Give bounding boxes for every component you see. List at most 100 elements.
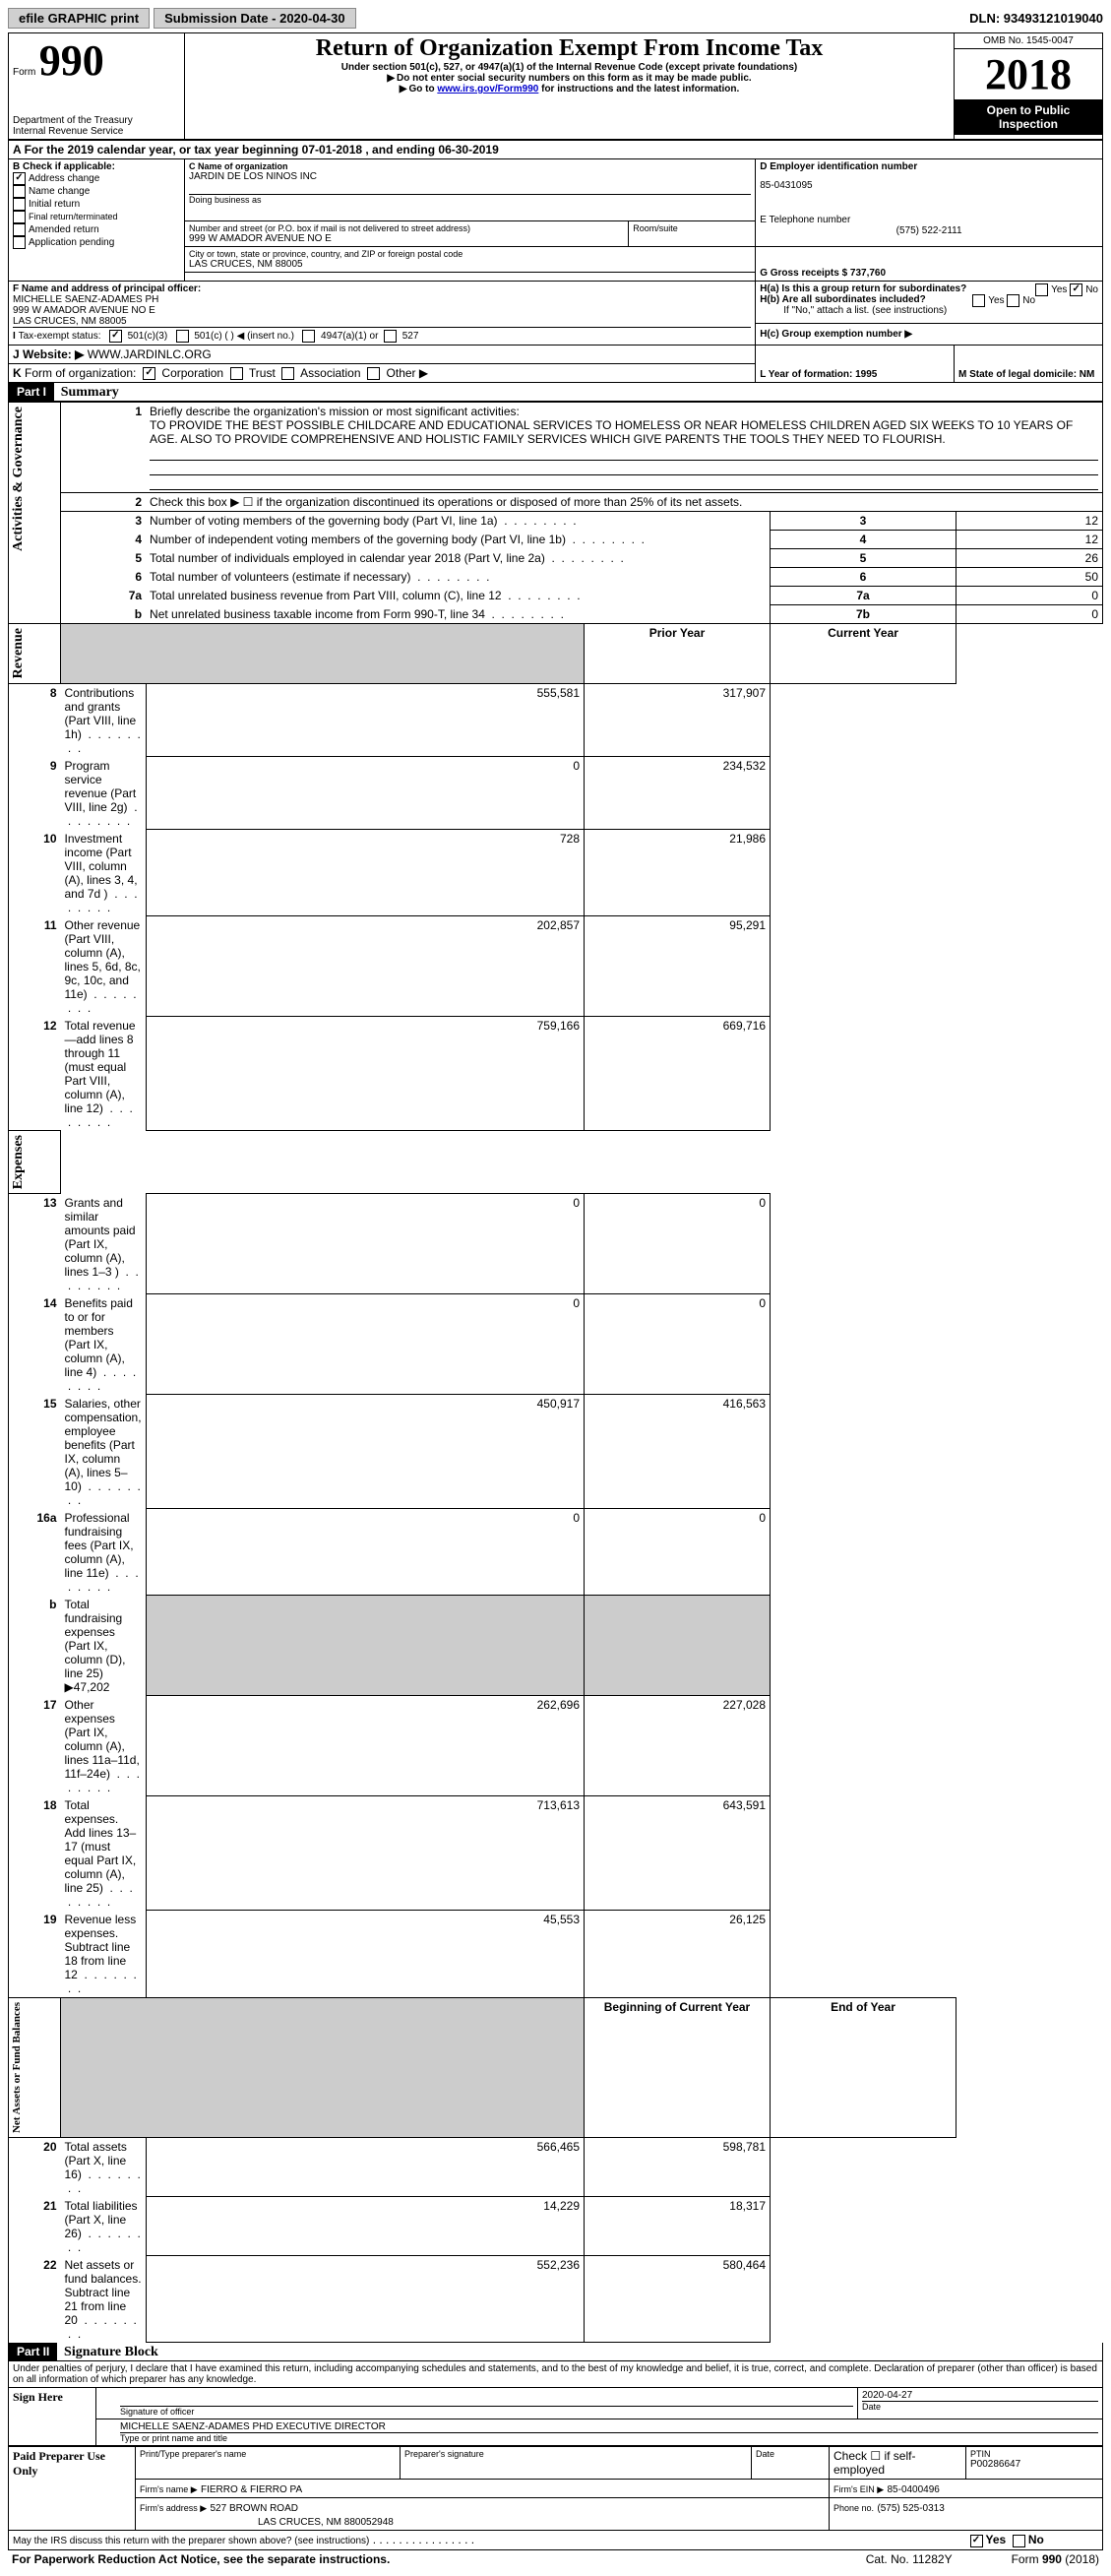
- cat-no: Cat. No. 11282Y: [866, 2552, 953, 2566]
- exp-prior: 0: [146, 1294, 584, 1395]
- check-corp[interactable]: [143, 367, 155, 380]
- side-netassets: Net Assets or Fund Balances: [9, 1998, 25, 2137]
- opt-501c: 501(c) ( ) ◀ (insert no.): [194, 331, 294, 342]
- website-value: WWW.JARDINLC.ORG: [88, 347, 212, 361]
- check-initial-return[interactable]: [13, 198, 26, 211]
- gov-row-label: Total unrelated business revenue from Pa…: [146, 587, 770, 605]
- check-assoc[interactable]: [281, 367, 294, 380]
- omb-number: OMB No. 1545-0047: [955, 33, 1102, 49]
- note-goto-post: for instructions and the latest informat…: [538, 84, 739, 94]
- exp-prior: 713,613: [146, 1796, 584, 1911]
- check-501c[interactable]: [176, 330, 189, 343]
- period-line: A For the 2019 calendar year, or tax yea…: [9, 140, 1103, 159]
- ha-label: H(a) Is this a group return for subordin…: [760, 283, 966, 294]
- gov-row-value: 50: [957, 568, 1103, 587]
- discuss-question: May the IRS discuss this return with the…: [13, 2536, 369, 2546]
- net-begin: 14,229: [146, 2197, 584, 2256]
- rev-prior: 759,166: [146, 1017, 584, 1131]
- discuss-no[interactable]: [1013, 2535, 1025, 2547]
- c-label: C Name of organization: [189, 161, 751, 171]
- net-row-label: Total assets (Part X, line 16) . . . . .…: [61, 2137, 147, 2197]
- check-address-change[interactable]: [13, 172, 26, 185]
- check-4947[interactable]: [302, 330, 315, 343]
- hb-no[interactable]: [1007, 294, 1019, 307]
- q1-label: Briefly describe the organization's miss…: [150, 405, 520, 418]
- exp-current: 0: [585, 1294, 771, 1395]
- hb-yes[interactable]: [972, 294, 985, 307]
- form-number: 990: [39, 36, 104, 85]
- gov-row-box: 4: [771, 531, 957, 549]
- check-amended[interactable]: [13, 223, 26, 236]
- firm-ein-label: Firm's EIN ▶: [833, 2484, 884, 2494]
- section-m: M State of legal domicile: NM: [955, 346, 1103, 383]
- dept-line1: Department of the Treasury: [13, 115, 180, 126]
- section-hc: H(c) Group exemption number ▶: [756, 324, 1103, 346]
- check-other[interactable]: [367, 367, 380, 380]
- sig-officer-label: Signature of officer: [120, 2407, 853, 2417]
- footer-row: For Paperwork Reduction Act Notice, see …: [8, 2550, 1103, 2568]
- exp-current: [585, 1596, 771, 1696]
- exp-current: 26,125: [585, 1911, 771, 1998]
- d-label: D Employer identification number: [760, 161, 1098, 172]
- section-b: B Check if applicable: Address change Na…: [9, 159, 185, 282]
- exp-prior: [146, 1596, 584, 1696]
- city-label: City or town, state or province, country…: [189, 249, 751, 259]
- rev-row-label: Investment income (Part VIII, column (A)…: [61, 830, 147, 916]
- year-cell: OMB No. 1545-0047 2018 Open to Public In…: [955, 33, 1103, 141]
- check-app-pending[interactable]: [13, 236, 26, 249]
- net-end: 580,464: [585, 2256, 771, 2343]
- paid-preparer-label: Paid Preparer Use Only: [9, 2447, 136, 2531]
- exp-prior: 450,917: [146, 1395, 584, 1509]
- efile-button[interactable]: efile GRAPHIC print: [8, 8, 150, 29]
- instructions-link[interactable]: www.irs.gov/Form990: [437, 84, 538, 94]
- ptin-value: P00286647: [970, 2459, 1098, 2470]
- k-label: Form of organization:: [25, 366, 136, 380]
- gov-row-box: 5: [771, 549, 957, 568]
- gov-row-label: Number of voting members of the governin…: [146, 512, 770, 531]
- check-final-return[interactable]: [13, 211, 26, 223]
- phone-value: (575) 522-2111: [760, 225, 1098, 236]
- check-501c3[interactable]: [109, 330, 122, 343]
- check-527[interactable]: [384, 330, 397, 343]
- prep-date-label: Date: [756, 2449, 825, 2459]
- submission-date-button[interactable]: Submission Date - 2020-04-30: [154, 8, 356, 29]
- net-row-label: Total liabilities (Part X, line 26) . . …: [61, 2197, 147, 2256]
- form-prefix: Form: [13, 67, 35, 78]
- opt-501c3: 501(c)(3): [128, 331, 168, 342]
- hb-note: If "No," attach a list. (see instruction…: [760, 305, 1098, 316]
- rev-current: 669,716: [585, 1017, 771, 1131]
- ha-yes[interactable]: [1035, 283, 1048, 296]
- officer-addr1: 999 W AMADOR AVENUE NO E: [13, 305, 751, 316]
- self-employed-check: Check ☐ if self-employed: [830, 2447, 966, 2480]
- opt-corp: Corporation: [161, 366, 223, 380]
- opt-4947: 4947(a)(1) or: [321, 331, 378, 342]
- rev-row-label: Other revenue (Part VIII, column (A), li…: [61, 916, 147, 1017]
- room-label: Room/suite: [633, 223, 751, 233]
- opt-name-change: Name change: [29, 186, 90, 197]
- form-footer: Form 990 (2018): [1012, 2552, 1099, 2566]
- end-year-header: End of Year: [771, 1997, 957, 2137]
- section-k: K Form of organization: Corporation Trus…: [9, 364, 756, 383]
- city-value: LAS CRUCES, NM 88005: [189, 259, 751, 270]
- part2-header-row: Part II Signature Block: [8, 2343, 1103, 2361]
- exp-current: 227,028: [585, 1696, 771, 1796]
- q1-text: TO PROVIDE THE BEST POSSIBLE CHILDCARE A…: [150, 418, 1073, 446]
- check-trust[interactable]: [230, 367, 243, 380]
- net-begin: 566,465: [146, 2137, 584, 2197]
- rev-row-label: Contributions and grants (Part VIII, lin…: [61, 683, 147, 757]
- paperwork-notice: For Paperwork Reduction Act Notice, see …: [12, 2552, 390, 2566]
- gov-row-box: 3: [771, 512, 957, 531]
- addr-value: 999 W AMADOR AVENUE NO E: [189, 233, 624, 244]
- exp-prior: 45,553: [146, 1911, 584, 1998]
- section-addr: Number and street (or P.O. box if mail i…: [185, 221, 629, 247]
- exp-prior: 0: [146, 1509, 584, 1596]
- exp-prior: 0: [146, 1194, 584, 1294]
- rev-prior: 0: [146, 757, 584, 830]
- signature-table: Sign Here Signature of officer 2020-04-2…: [8, 2387, 1103, 2446]
- firm-name-label: Firm's name ▶: [140, 2484, 198, 2494]
- discuss-yes[interactable]: [970, 2535, 983, 2547]
- rev-prior: 728: [146, 830, 584, 916]
- check-name-change[interactable]: [13, 185, 26, 198]
- net-begin: 552,236: [146, 2256, 584, 2343]
- ha-no[interactable]: [1070, 283, 1082, 296]
